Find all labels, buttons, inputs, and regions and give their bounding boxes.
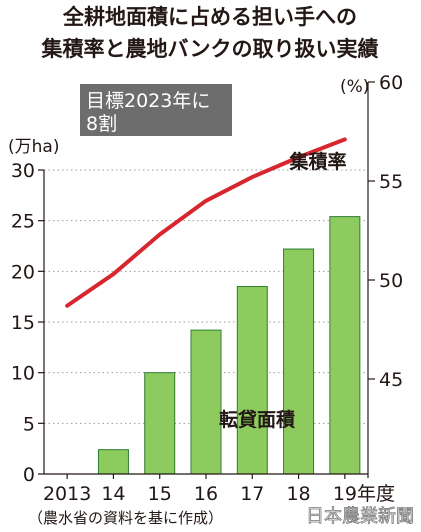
left-axis-tick-label-2: 10 <box>11 363 35 385</box>
bar-1 <box>97 449 129 475</box>
left-axis-tick-label-1: 5 <box>23 413 35 435</box>
x-axis-label-0: 2013 <box>43 483 91 505</box>
left-axis-unit: (万ha) <box>8 137 59 157</box>
right-axis-tick-label-1: 50 <box>379 270 403 292</box>
left-axis-tick-label-0: 0 <box>23 464 35 486</box>
right-axis-unit: (%) <box>340 77 369 97</box>
bar-4 <box>236 286 268 475</box>
line-layer <box>65 137 347 308</box>
bar-5 <box>283 248 315 475</box>
target-box-background <box>80 84 232 136</box>
bar-2 <box>144 372 176 475</box>
bar-6 <box>329 216 361 475</box>
target-box: 目標2023年に 8割 <box>80 84 232 136</box>
target-box-line-2: 8割 <box>86 113 117 135</box>
right-axis-tick-label-0: 45 <box>379 369 403 391</box>
x-axis-label-1: 14 <box>101 483 125 505</box>
bar-series-label: 転貸面積 <box>219 408 295 431</box>
left-axis-tick-label-6: 30 <box>11 160 35 182</box>
chart-title-line-2: 集積率と農地バンクの取り扱い実績 <box>40 37 378 61</box>
line-series-path <box>65 137 347 308</box>
bar-3 <box>190 329 222 475</box>
left-axis-tick-label-4: 20 <box>11 261 35 283</box>
x-axis-label-2: 15 <box>148 483 172 505</box>
chart-title-line-1: 全耕地面積に占める担い手への <box>62 5 357 29</box>
target-box-line-1: 目標2023年に <box>86 90 210 112</box>
left-axis-tick-label-5: 25 <box>11 211 35 233</box>
right-axis-tick-label-3: 60 <box>379 72 403 94</box>
x-axis-label-4: 17 <box>240 483 264 505</box>
x-axis-label-5: 18 <box>286 483 310 505</box>
source-note: （農水省の資料を基に作成） <box>28 509 223 527</box>
x-axis-label-6: 19年度 <box>333 483 395 505</box>
x-axis-label-3: 16 <box>194 483 218 505</box>
credit-watermark: 日本農業新聞 <box>306 506 414 527</box>
line-series-label: 集積率 <box>288 150 346 173</box>
right-axis-tick-label-2: 55 <box>379 171 403 193</box>
left-axis-tick-label-3: 15 <box>11 312 35 334</box>
axis-layer: 0 5 10 15 20 25 30 45 50 55 60 2013 14 15 16 17 18 19年度 <box>11 72 403 505</box>
